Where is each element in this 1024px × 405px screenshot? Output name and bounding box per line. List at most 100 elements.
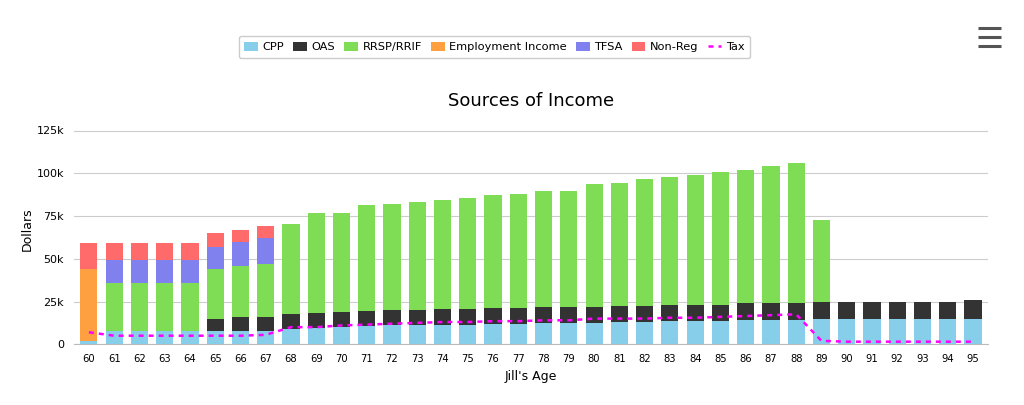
Bar xyxy=(257,226,274,238)
Tax xyxy=(386,321,398,326)
Bar xyxy=(207,319,224,330)
Bar xyxy=(257,330,274,344)
Bar xyxy=(939,320,956,344)
Bar xyxy=(787,303,805,320)
Bar xyxy=(383,204,400,310)
Bar xyxy=(283,329,300,344)
Bar xyxy=(610,306,628,322)
Bar xyxy=(965,319,982,344)
Bar xyxy=(231,230,249,242)
Bar xyxy=(459,198,476,309)
Tax xyxy=(209,333,221,338)
Bar xyxy=(965,300,982,319)
Bar xyxy=(231,330,249,344)
Bar xyxy=(207,233,224,247)
Tax xyxy=(234,333,247,338)
Bar xyxy=(156,260,173,283)
Bar xyxy=(484,324,502,344)
Bar xyxy=(510,308,527,324)
Bar xyxy=(535,307,552,323)
Bar xyxy=(813,220,830,303)
Tax xyxy=(159,333,171,338)
Bar xyxy=(510,324,527,344)
Bar xyxy=(333,312,350,327)
Tax xyxy=(436,320,449,324)
Bar xyxy=(939,301,956,320)
Bar xyxy=(80,269,97,341)
Bar xyxy=(131,243,148,260)
Bar xyxy=(662,177,679,305)
Bar xyxy=(283,224,300,314)
Bar xyxy=(333,327,350,344)
Bar xyxy=(307,313,325,328)
Bar xyxy=(737,170,755,303)
Bar xyxy=(510,194,527,308)
Bar xyxy=(586,184,603,307)
Bar xyxy=(409,202,426,310)
Bar xyxy=(257,238,274,264)
Bar xyxy=(712,172,729,305)
Bar xyxy=(105,330,123,344)
Tax xyxy=(967,339,979,344)
Bar xyxy=(586,323,603,344)
Title: Sources of Income: Sources of Income xyxy=(447,92,614,111)
Tax xyxy=(183,333,196,338)
Bar xyxy=(181,283,199,330)
Bar xyxy=(889,301,906,320)
Bar xyxy=(257,317,274,330)
Bar xyxy=(181,243,199,260)
Bar xyxy=(813,320,830,344)
Bar xyxy=(80,243,97,269)
Bar xyxy=(762,166,779,303)
Bar xyxy=(156,243,173,260)
Legend: CPP, OAS, RRSP/RRIF, Employment Income, TFSA, Non-Reg, Tax: CPP, OAS, RRSP/RRIF, Employment Income, … xyxy=(239,36,750,58)
Tax xyxy=(133,333,145,338)
Bar xyxy=(913,301,931,320)
Tax xyxy=(739,313,752,318)
Bar xyxy=(105,243,123,260)
Bar xyxy=(383,310,400,326)
Bar xyxy=(484,308,502,324)
Tax xyxy=(588,316,600,321)
Bar xyxy=(686,305,703,321)
Tax xyxy=(815,339,827,343)
Tax xyxy=(689,315,701,320)
Tax xyxy=(639,316,651,321)
Bar xyxy=(156,283,173,330)
Tax xyxy=(83,330,95,335)
Bar xyxy=(484,196,502,308)
Bar xyxy=(712,321,729,344)
Bar xyxy=(610,322,628,344)
Bar xyxy=(105,283,123,330)
Bar xyxy=(181,330,199,344)
Tax xyxy=(411,320,423,325)
Bar xyxy=(434,309,452,324)
Bar xyxy=(358,311,376,326)
Bar xyxy=(105,260,123,283)
Tax xyxy=(259,333,271,337)
Tax xyxy=(613,316,626,321)
Bar xyxy=(762,303,779,320)
Bar xyxy=(636,306,653,322)
Bar xyxy=(434,324,452,344)
Bar xyxy=(383,326,400,344)
Bar xyxy=(231,242,249,266)
Bar xyxy=(636,322,653,344)
Tax xyxy=(715,314,727,319)
Bar xyxy=(838,303,855,320)
Tax xyxy=(664,315,676,320)
Bar xyxy=(207,247,224,269)
Bar xyxy=(307,213,325,313)
Bar xyxy=(686,321,703,344)
Bar xyxy=(913,320,931,344)
Bar xyxy=(207,269,224,319)
Bar xyxy=(231,317,249,330)
Tax xyxy=(538,318,550,323)
Tax xyxy=(891,339,903,344)
Bar xyxy=(283,314,300,329)
Bar xyxy=(787,320,805,344)
Bar xyxy=(181,260,199,283)
Y-axis label: Dollars: Dollars xyxy=(20,207,34,251)
Tax xyxy=(462,320,474,324)
Bar xyxy=(409,326,426,344)
